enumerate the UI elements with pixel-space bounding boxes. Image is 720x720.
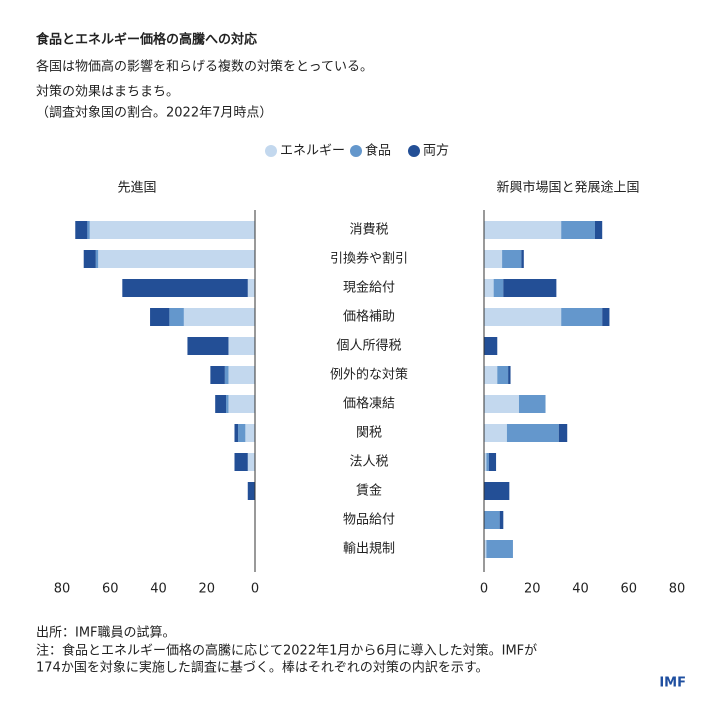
bar-segment — [506, 424, 559, 442]
category-label: 現金給付 — [343, 280, 395, 296]
legend-swatch — [350, 145, 362, 157]
bar-segment — [484, 221, 562, 239]
x-tick-label: 40 — [572, 582, 589, 597]
bar-segment — [497, 366, 509, 384]
logo: IMF — [659, 676, 686, 691]
bar-segment — [502, 250, 522, 268]
bar-segment — [247, 453, 255, 471]
bar-segment — [484, 540, 487, 558]
chart-title: 食品とエネルギー価格の高騰への対応 — [36, 32, 257, 48]
category-label: 個人所得税 — [336, 338, 401, 354]
x-tick-label: 80 — [54, 582, 71, 597]
x-tick-label: 0 — [480, 582, 488, 597]
bar-segment — [484, 511, 500, 529]
bar-segment — [521, 250, 524, 268]
bar-segment — [245, 424, 255, 442]
bar-segment — [484, 279, 494, 297]
bar-segment — [228, 395, 255, 413]
bar-segment — [484, 308, 562, 326]
bar-segment — [238, 424, 246, 442]
bar-segment — [89, 221, 256, 239]
bar-segment — [484, 395, 519, 413]
bar-segment — [247, 279, 255, 297]
bar-segment — [558, 424, 568, 442]
bar-segment — [561, 221, 595, 239]
bar-segment — [87, 221, 90, 239]
category-label: 法人税 — [349, 455, 388, 470]
bar-segment — [215, 395, 227, 413]
category-label: 輸出規制 — [343, 542, 395, 557]
bar-segment — [488, 453, 497, 471]
bar-segment — [75, 221, 88, 239]
category-label: 物品給付 — [343, 513, 395, 528]
panel-title: 新興市場国と発展途上国 — [496, 180, 639, 196]
category-label: 価格凍結 — [343, 396, 395, 412]
bar-segment — [594, 221, 603, 239]
bar-segment — [83, 250, 96, 268]
legend-label: エネルギー — [280, 144, 345, 159]
x-tick-label: 60 — [620, 582, 637, 597]
category-label: 関税 — [356, 426, 382, 441]
panel-title: 先進国 — [117, 181, 156, 196]
x-tick-label: 60 — [102, 582, 119, 597]
bar-segment — [484, 366, 498, 384]
bar-segment — [503, 279, 557, 297]
bar-segment — [484, 250, 503, 268]
x-tick-label: 20 — [198, 582, 215, 597]
bar-segment — [226, 395, 229, 413]
x-tick-label: 20 — [524, 582, 541, 597]
bar-segment — [602, 308, 610, 326]
bar-segment — [484, 424, 507, 442]
bar-segment — [187, 337, 229, 355]
bar-segment — [95, 250, 99, 268]
bar-segment — [98, 250, 255, 268]
source: 出所：IMF職員の試算。 — [36, 625, 176, 641]
bar-segment — [169, 308, 184, 326]
bar-segment — [486, 453, 489, 471]
bar-segment — [484, 453, 487, 471]
bar-segment — [493, 279, 504, 297]
bar-segment — [122, 279, 248, 297]
category-label: 消費税 — [349, 223, 388, 238]
category-label: 例外的な対策 — [330, 367, 408, 383]
bar-segment — [499, 511, 504, 529]
bar-segment — [508, 366, 511, 384]
x-tick-label: 80 — [669, 582, 686, 597]
category-label: 引換券や割引 — [330, 251, 408, 267]
x-tick-label: 0 — [251, 582, 259, 597]
legend-swatch — [265, 145, 277, 157]
bar-segment — [561, 308, 603, 326]
legend-swatch — [408, 145, 420, 157]
x-tick-label: 40 — [150, 582, 167, 597]
bar-segment — [518, 395, 546, 413]
bar-segment — [228, 366, 255, 384]
bar-segment — [150, 308, 170, 326]
subtitle: 対策の効果はまちまち。 — [36, 84, 179, 100]
bar-segment — [210, 366, 225, 384]
bar-segment — [484, 482, 510, 500]
bar-segment — [486, 540, 513, 558]
bar-segment — [234, 453, 248, 471]
bar-segment — [234, 424, 239, 442]
category-label: 賃金 — [356, 483, 382, 499]
legend-label: 食品 — [365, 143, 391, 159]
bar-segment — [484, 337, 498, 355]
legend-label: 両方 — [423, 143, 449, 159]
note: （調査対象国の割合。2022年7月時点） — [36, 105, 272, 121]
bar-segment — [183, 308, 255, 326]
footnote: 注：食品とエネルギー価格の高騰に応じて2022年1月から6月に導入した対策。IM… — [36, 643, 537, 659]
bar-segment — [228, 337, 255, 355]
bar-segment — [247, 482, 255, 500]
bar-segment — [224, 366, 229, 384]
subtitle: 各国は物価高の影響を和らげる複数の対策をとっている。 — [36, 59, 373, 75]
footnote: 174か国を対象に実施した調査に基づく。棒はそれぞれの対策の内訳を示す。 — [36, 660, 489, 676]
category-label: 価格補助 — [343, 309, 395, 325]
